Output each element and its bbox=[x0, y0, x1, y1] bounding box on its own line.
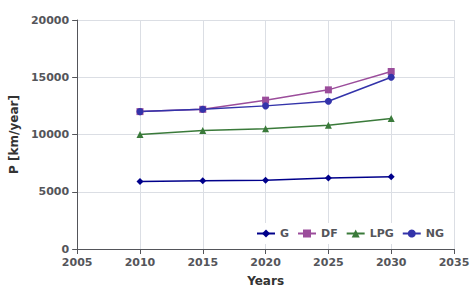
svg-text:10000: 10000 bbox=[31, 128, 70, 141]
svg-text:2020: 2020 bbox=[250, 256, 281, 269]
svg-text:2025: 2025 bbox=[313, 256, 344, 269]
svg-text:DF: DF bbox=[321, 227, 338, 240]
svg-text:Years: Years bbox=[246, 274, 284, 288]
svg-text:2030: 2030 bbox=[376, 256, 407, 269]
svg-text:2015: 2015 bbox=[187, 256, 218, 269]
svg-text:P [km/year]: P [km/year] bbox=[7, 95, 21, 174]
svg-text:5000: 5000 bbox=[39, 185, 70, 198]
svg-text:2005: 2005 bbox=[62, 256, 93, 269]
svg-text:G: G bbox=[280, 227, 289, 240]
svg-text:LPG: LPG bbox=[370, 227, 394, 240]
svg-text:NG: NG bbox=[426, 227, 444, 240]
svg-text:20000: 20000 bbox=[31, 14, 70, 27]
svg-text:0: 0 bbox=[62, 243, 70, 256]
svg-text:2035: 2035 bbox=[439, 256, 470, 269]
svg-text:2010: 2010 bbox=[125, 256, 156, 269]
svg-text:15000: 15000 bbox=[31, 71, 70, 84]
